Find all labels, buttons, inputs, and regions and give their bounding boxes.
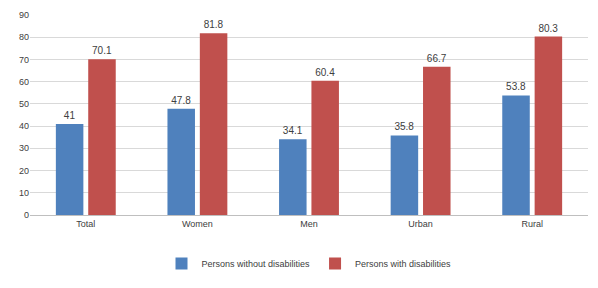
svg-text:81.8: 81.8 <box>204 19 224 30</box>
svg-text:80: 80 <box>19 32 29 42</box>
svg-text:Urban: Urban <box>408 219 433 229</box>
svg-text:90: 90 <box>19 10 29 20</box>
svg-text:60: 60 <box>19 77 29 87</box>
svg-text:50: 50 <box>19 99 29 109</box>
svg-text:10: 10 <box>19 188 29 198</box>
svg-text:Persons without disabilities: Persons without disabilities <box>202 259 311 269</box>
svg-text:35.8: 35.8 <box>394 121 414 132</box>
svg-text:Total: Total <box>76 219 95 229</box>
svg-text:34.1: 34.1 <box>283 125 303 136</box>
svg-text:Persons with disabilities: Persons with disabilities <box>355 259 451 269</box>
svg-text:Men: Men <box>300 219 318 229</box>
svg-text:70.1: 70.1 <box>92 45 112 56</box>
svg-text:66.7: 66.7 <box>427 53 447 64</box>
svg-text:60.4: 60.4 <box>315 67 335 78</box>
svg-text:20: 20 <box>19 166 29 176</box>
svg-text:30: 30 <box>19 143 29 153</box>
svg-text:40: 40 <box>19 121 29 131</box>
svg-text:70: 70 <box>19 55 29 65</box>
svg-text:Rural: Rural <box>521 219 543 229</box>
svg-text:80.3: 80.3 <box>538 23 558 34</box>
svg-text:0: 0 <box>24 210 29 220</box>
svg-text:41: 41 <box>64 110 76 121</box>
svg-text:47.8: 47.8 <box>171 95 191 106</box>
svg-text:53.8: 53.8 <box>506 81 526 92</box>
svg-text:Women: Women <box>182 219 213 229</box>
